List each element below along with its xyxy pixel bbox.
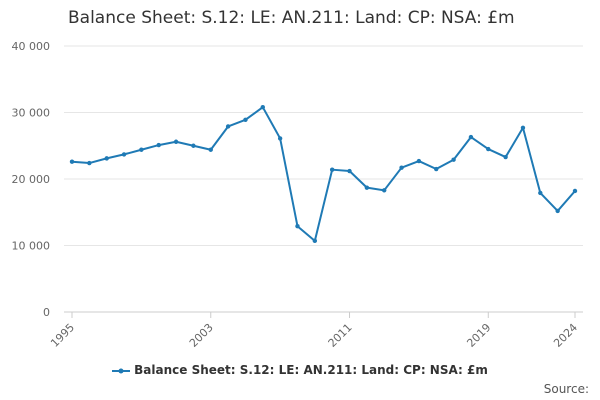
y-tick-label: 0 — [43, 306, 50, 319]
data-point[interactable] — [277, 136, 283, 141]
data-point[interactable] — [555, 208, 560, 214]
x-tick-label: 2024 — [551, 321, 580, 350]
data-point[interactable] — [399, 165, 404, 170]
data-point[interactable] — [260, 104, 265, 110]
data-point[interactable] — [572, 188, 578, 194]
x-tick-label: 1995 — [48, 321, 77, 350]
data-point[interactable] — [312, 238, 318, 244]
x-tick-label: 2003 — [187, 321, 216, 350]
data-point[interactable] — [538, 190, 543, 196]
data-point[interactable] — [486, 146, 491, 152]
data-point[interactable] — [87, 160, 92, 166]
data-point[interactable] — [503, 154, 508, 160]
data-point[interactable] — [451, 157, 456, 162]
data-point[interactable] — [121, 152, 127, 157]
series-line[interactable] — [71, 106, 576, 242]
data-point[interactable] — [225, 124, 231, 129]
y-tick-label: 20 000 — [12, 173, 51, 186]
data-point[interactable] — [243, 117, 248, 123]
source-label: Source: — [543, 382, 589, 396]
legend-line-marker-icon — [112, 368, 131, 373]
data-point[interactable] — [329, 167, 335, 172]
x-axis-ticks: 1995 2003 2011 2019 2024 — [48, 312, 580, 350]
data-point[interactable] — [434, 166, 439, 172]
data-point[interactable] — [382, 188, 387, 193]
data-point[interactable] — [69, 159, 75, 164]
data-point[interactable] — [468, 134, 474, 140]
x-tick-label: 2019 — [464, 321, 493, 350]
y-tick-label: 10 000 — [12, 240, 51, 253]
data-point[interactable] — [208, 147, 213, 152]
chart-title: Balance Sheet: S.12: LE: AN.211: Land: C… — [68, 8, 515, 28]
data-point[interactable] — [139, 147, 144, 152]
data-point[interactable] — [347, 168, 352, 174]
data-point[interactable] — [191, 143, 196, 148]
x-tick-label: 2011 — [326, 321, 355, 350]
legend[interactable]: Balance Sheet: S.12: LE: AN.211: Land: C… — [0, 363, 600, 377]
data-point[interactable] — [156, 142, 161, 148]
series-layer — [69, 104, 578, 244]
y-axis-ticks: 0 10 000 20 000 30 000 40 000 — [12, 40, 51, 319]
data-point[interactable] — [520, 125, 526, 130]
data-point[interactable] — [416, 158, 422, 164]
data-point[interactable] — [364, 185, 370, 190]
y-tick-label: 30 000 — [12, 107, 51, 120]
y-tick-label: 40 000 — [12, 40, 51, 53]
grid-lines — [64, 45, 583, 313]
data-point[interactable] — [173, 139, 179, 144]
data-point[interactable] — [104, 156, 109, 161]
legend-label: Balance Sheet: S.12: LE: AN.211: Land: C… — [134, 363, 488, 377]
data-point[interactable] — [295, 224, 300, 229]
